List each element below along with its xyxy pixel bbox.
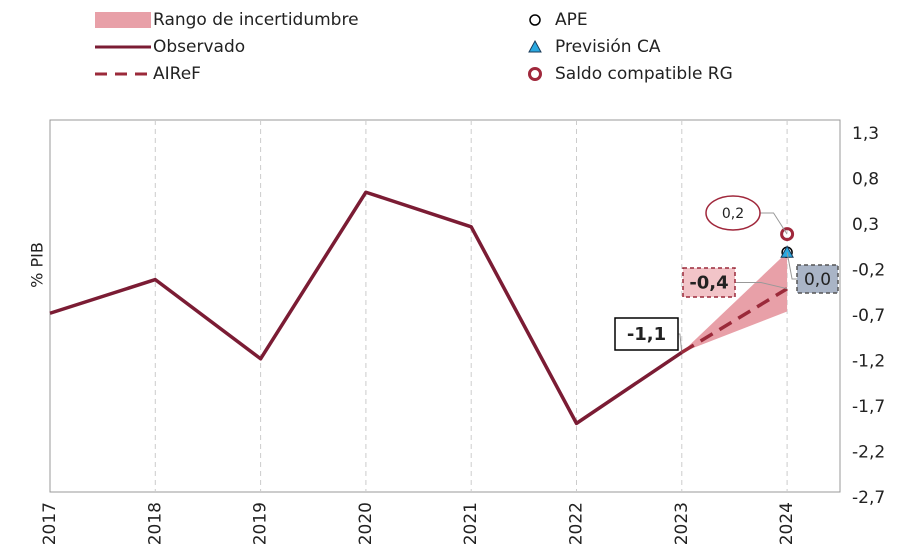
legend-label: APE	[555, 10, 588, 30]
legend-marker	[529, 14, 541, 26]
data-label: -0,4	[689, 273, 728, 294]
point-marker	[780, 245, 794, 258]
y-tick-label: -0,2	[852, 261, 885, 281]
y-tick-label: -2,7	[852, 488, 885, 508]
y-tick-label: 1,3	[852, 124, 879, 144]
label-box	[705, 195, 761, 231]
legend-label: Previsión CA	[555, 37, 661, 57]
point-marker	[780, 227, 795, 242]
y-tick-label: 0,3	[852, 215, 879, 235]
legend-label: Observado	[153, 37, 245, 57]
label-box	[796, 264, 839, 294]
leader-line	[786, 252, 797, 280]
y-tick-label: 0,8	[852, 170, 879, 190]
data-label: 0,2	[722, 206, 744, 222]
x-tick-label: 2017	[40, 502, 60, 545]
y-tick-label: -1,7	[852, 397, 885, 417]
uncertainty-area	[681, 252, 788, 353]
data-label: -1,1	[627, 324, 666, 345]
label-box	[614, 317, 679, 351]
legend-marker	[528, 67, 542, 81]
label-box	[682, 267, 736, 298]
legend-label: Rango de incertidumbre	[153, 10, 359, 30]
plot-frame	[49, 119, 841, 493]
x-tick-label: 2024	[777, 502, 797, 545]
x-tick-label: 2021	[461, 502, 481, 545]
legend-label: AIReF	[153, 64, 201, 84]
y-tick-label: -0,7	[852, 306, 885, 326]
legend-marker	[528, 39, 542, 53]
x-tick-label: 2022	[567, 502, 587, 545]
x-tick-label: 2020	[356, 502, 376, 545]
x-tick-label: 2018	[145, 502, 165, 545]
leader-line	[760, 212, 788, 235]
legend-swatch	[95, 12, 151, 28]
y-axis-label: % PIB	[28, 242, 47, 288]
x-tick-label: 2019	[251, 502, 271, 545]
leader-line	[735, 282, 788, 290]
y-tick-label: -1,2	[852, 352, 885, 372]
series-line	[49, 190, 683, 426]
data-label: 0,0	[804, 270, 831, 290]
y-tick-label: -2,2	[852, 443, 885, 463]
legend-label: Saldo compatible RG	[555, 64, 733, 84]
x-tick-label: 2023	[672, 502, 692, 545]
